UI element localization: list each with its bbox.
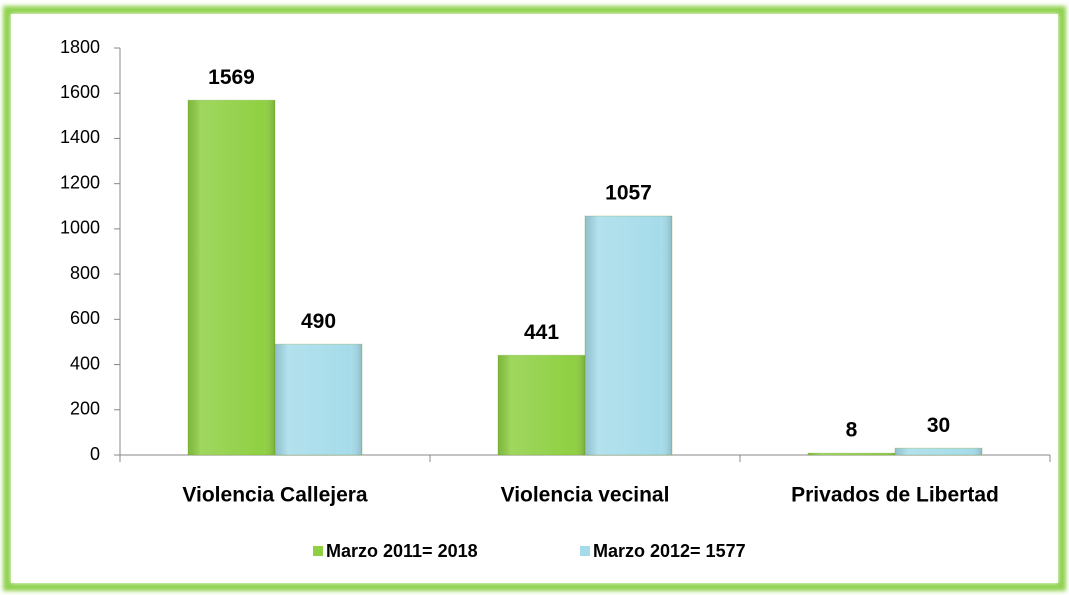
bar-shade xyxy=(808,453,895,455)
data-label: 1569 xyxy=(208,66,255,89)
bar-shade xyxy=(275,344,362,455)
data-label: 8 xyxy=(846,419,858,442)
frame xyxy=(3,6,1066,591)
bar-shade xyxy=(585,216,672,455)
bar-shade xyxy=(498,355,585,455)
y-tick-label: 400 xyxy=(70,353,100,373)
y-tick-label: 600 xyxy=(70,308,100,328)
y-tick-label: 200 xyxy=(70,399,100,419)
data-label: 30 xyxy=(927,414,950,437)
y-tick-label: 1200 xyxy=(60,172,100,192)
data-label: 490 xyxy=(301,310,336,333)
x-tick-label: Privados de Libertad xyxy=(791,484,999,507)
y-tick-label: 1600 xyxy=(60,82,100,102)
legend-swatch xyxy=(580,546,590,556)
data-label: 1057 xyxy=(605,182,652,205)
x-tick-label: Violencia Callejera xyxy=(182,484,368,507)
y-tick-label: 1000 xyxy=(60,218,100,238)
legend-label: Marzo 2012= 1577 xyxy=(593,541,746,561)
bar-shade xyxy=(895,448,982,455)
chart-layer: 0 200 400 600 800 1000 1200 1400 1600 1800 Violenc… xyxy=(60,37,1051,561)
bar-shade xyxy=(188,100,275,456)
legend-swatch xyxy=(313,546,323,556)
x-tick-label: Violencia vecinal xyxy=(501,484,670,507)
data-label: 441 xyxy=(524,321,559,344)
y-tick-label: 1400 xyxy=(60,127,100,147)
plot-background xyxy=(11,14,1058,583)
y-tick-label: 800 xyxy=(70,263,100,283)
y-tick-label: 0 xyxy=(90,444,100,464)
y-tick-label: 1800 xyxy=(60,37,100,57)
legend-label: Marzo 2011= 2018 xyxy=(326,541,478,561)
